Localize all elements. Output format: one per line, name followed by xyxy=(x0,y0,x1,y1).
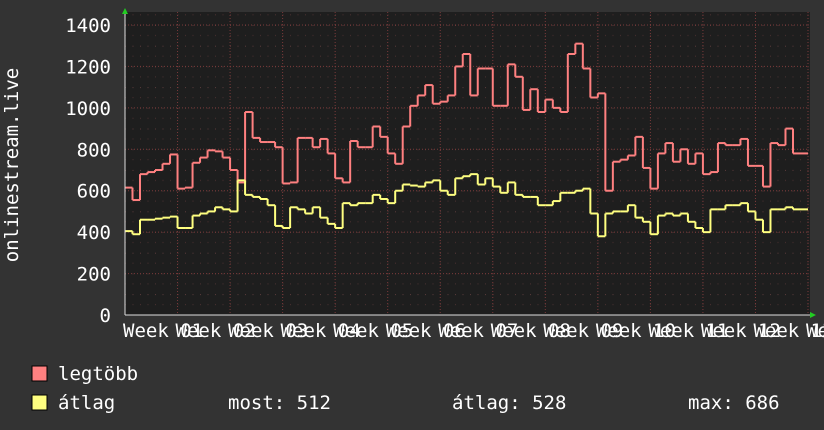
stat-label: átlag: xyxy=(452,392,521,414)
axis-arrow xyxy=(122,8,128,14)
stat-value: 528 xyxy=(532,392,566,414)
stat-value: 512 xyxy=(297,392,331,414)
axis-arrow xyxy=(810,312,816,318)
y-tick-label: 0 xyxy=(100,305,111,327)
minor-grid xyxy=(125,12,810,315)
y-tick-label: 1200 xyxy=(65,56,111,78)
x-tick-label: Week 11 xyxy=(648,320,728,342)
stat-value: 686 xyxy=(745,392,779,414)
y-axis-label: onlinestream.live xyxy=(1,68,23,262)
stat: most: 512 xyxy=(228,392,331,414)
x-tick-label: Week 12 xyxy=(701,320,781,342)
stat: átlag: 528 xyxy=(452,392,566,414)
legend-label: legtöbb xyxy=(58,363,138,385)
x-tick-label: Week 14 xyxy=(806,320,824,342)
y-tick-label: 600 xyxy=(77,181,111,203)
x-tick-label: Week 01 xyxy=(123,320,203,342)
y-tick-label: 200 xyxy=(77,264,111,286)
x-tick-label: Week 08 xyxy=(491,320,571,342)
x-tick-label: Week 07 xyxy=(438,320,518,342)
legend-swatch xyxy=(31,365,48,382)
y-tick-label: 800 xyxy=(77,139,111,161)
x-tick-label: Week 09 xyxy=(543,320,623,342)
stat: max: 686 xyxy=(688,392,780,414)
legend-swatch xyxy=(31,394,48,411)
stat-label: most: xyxy=(228,392,285,414)
x-tick-label: Week 02 xyxy=(176,320,256,342)
x-tick-label: Week 04 xyxy=(281,320,361,342)
x-tick-label: Week 06 xyxy=(386,320,466,342)
x-tick-label: Week 10 xyxy=(596,320,676,342)
x-tick-label: Week 13 xyxy=(753,320,824,342)
y-tick-label: 400 xyxy=(77,222,111,244)
x-tick-label: Week 03 xyxy=(228,320,308,342)
legend-label: átlag xyxy=(58,392,115,414)
y-tick-label: 1400 xyxy=(65,15,111,37)
lines xyxy=(125,42,808,238)
x-tick-label: Week 05 xyxy=(333,320,413,342)
stat-label: max: xyxy=(688,392,734,414)
y-tick-label: 1000 xyxy=(65,98,111,120)
